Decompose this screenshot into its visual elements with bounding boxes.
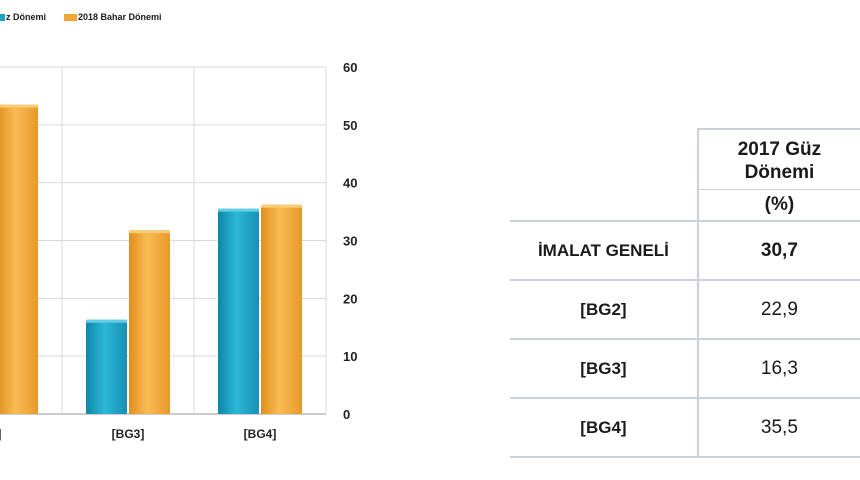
table-row-value: 30,7 (696, 220, 860, 280)
y-tick-label: 40 (343, 176, 357, 191)
table-row: [BG4] 35,5 (510, 397, 860, 458)
data-table: 2017 Güz Dönemi (%) İMALAT GENELİ 30,7 [… (510, 128, 860, 458)
legend-item-series-1: z Dönemi (0, 12, 46, 22)
table-row: [BG3] 16,3 (510, 338, 860, 398)
table-header-empty-cell (510, 129, 698, 190)
table-row-label: [BG2] (510, 279, 698, 339)
table-header-line-1: 2017 Güz (737, 139, 822, 160)
table-unit-empty-cell (510, 190, 698, 222)
x-tick-label: [BG4] (244, 427, 277, 441)
x-tick-label: 2] (0, 427, 1, 441)
legend-label-series-2: 2018 Bahar Dönemi (78, 12, 162, 22)
y-tick-label: 30 (343, 234, 357, 249)
table-row-label: [BG4] (510, 397, 698, 458)
legend-swatch-series-2 (64, 13, 78, 21)
table-header-row: 2017 Güz Dönemi (510, 128, 860, 190)
table-header-period: 2017 Güz Dönemi (696, 128, 860, 190)
table-row-label: İMALAT GENELİ (510, 220, 698, 280)
y-tick-label: 50 (343, 118, 357, 133)
bar-top (218, 208, 259, 212)
bar-top (261, 204, 302, 208)
bar-top (86, 319, 127, 323)
chart-legend: z Dönemi 2018 Bahar Dönemi (0, 9, 180, 25)
y-tick-label: 0 (343, 407, 350, 422)
table-header-line-2: Dönemi (744, 162, 815, 183)
bar-top (129, 230, 170, 234)
legend-item-series-2: 2018 Bahar Dönemi (64, 12, 162, 22)
legend-label-series-1: z Dönemi (6, 12, 47, 22)
y-tick-label: 10 (343, 349, 357, 364)
table-row-value: 22,9 (696, 279, 860, 339)
bar (218, 208, 259, 414)
y-tick-label: 20 (343, 291, 357, 306)
bar-top (0, 104, 38, 108)
bar (261, 204, 302, 414)
table-row-value: 35,5 (696, 397, 860, 458)
legend-swatch-series-1 (0, 13, 5, 21)
table-row: [BG2] 22,9 (510, 279, 860, 339)
table-unit-row: (%) (510, 189, 860, 222)
bar (0, 104, 38, 414)
bar (86, 319, 127, 414)
table-row-label: [BG3] (510, 338, 698, 398)
table-row-value: 16,3 (696, 338, 860, 398)
table-row: İMALAT GENELİ 30,7 (510, 220, 860, 280)
x-tick-label: [BG3] (112, 427, 145, 441)
bar (129, 230, 170, 414)
y-tick-label: 60 (343, 60, 357, 75)
table-unit: (%) (696, 189, 860, 221)
